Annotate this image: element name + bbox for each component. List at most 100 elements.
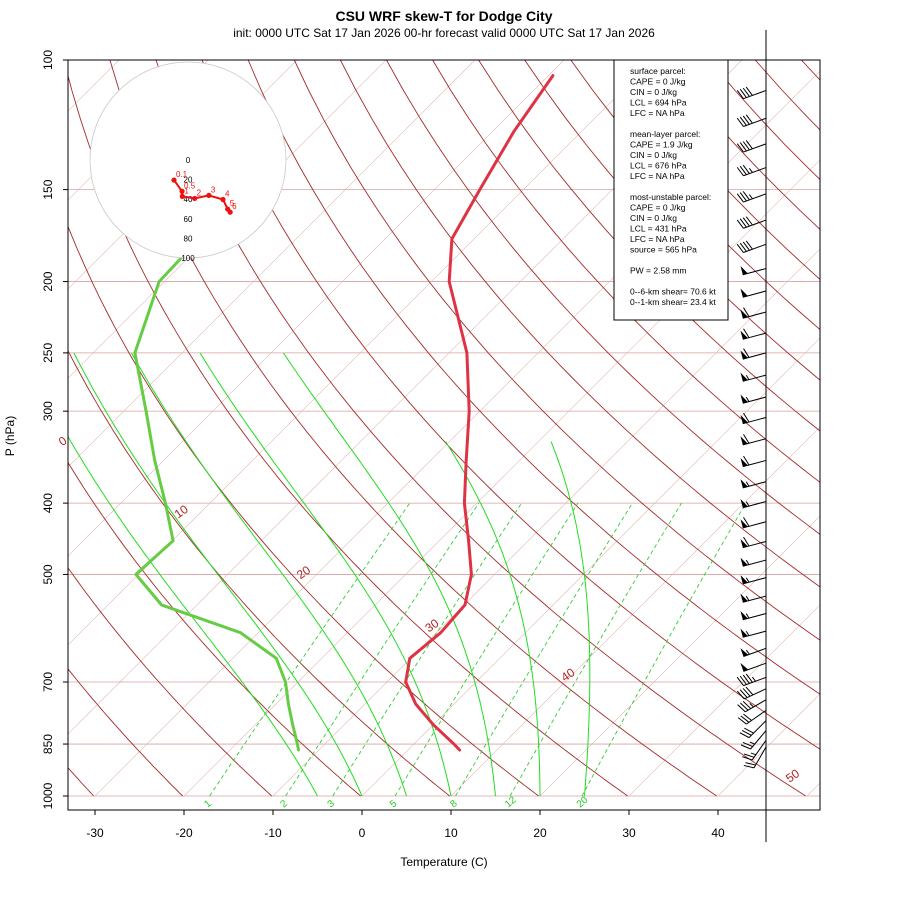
parcel-panel-line: PW = 2.58 mm: [630, 266, 686, 276]
wind-barb-feather: [736, 143, 744, 153]
parcel-panel-line: source = 565 hPa: [630, 245, 697, 255]
mixing-ratio-line: [509, 502, 682, 797]
wind-barb: [740, 328, 767, 340]
wind-barb-feather: [743, 764, 755, 769]
mixing-ratio-label: 8: [448, 798, 460, 810]
hodograph-ring-label: 80: [184, 234, 193, 243]
wind-barb-staff: [742, 459, 767, 468]
wind-barb-flag: [740, 648, 749, 657]
wind-barb-staff: [753, 746, 767, 769]
wind-barb-feather: [742, 87, 750, 97]
parcel-panel-line: LFC = NA hPa: [630, 108, 685, 118]
dry-adiabat-line: [68, 461, 361, 797]
wind-barb-feather: [742, 191, 750, 201]
chart-subtitle: init: 0000 UTC Sat 17 Jan 2026 00-hr for…: [233, 26, 655, 40]
hodograph-ring-label: 20: [184, 176, 193, 185]
chart-title: CSU WRF skew-T for Dodge City: [335, 8, 552, 24]
wind-barb: [740, 455, 767, 468]
dry-adiabat-line: [68, 225, 539, 797]
hodograph-ring-label: 0: [186, 156, 191, 165]
wind-barb-half-feather: [745, 374, 750, 380]
parcel-panel-line: LFC = NA hPa: [630, 171, 685, 181]
parcel-panel-line: 0--6-km shear= 70.6 kt: [630, 287, 716, 297]
isotherm-line: [68, 60, 565, 557]
hodograph-point-label: 1: [184, 186, 189, 195]
hodograph-point: [171, 177, 177, 183]
wind-barb-half-feather: [751, 676, 756, 682]
wind-barb-feather: [736, 90, 744, 99]
wind-barb-flag: [740, 288, 748, 298]
isotherm-line: [450, 426, 820, 797]
wind-barb-flag: [740, 372, 748, 382]
parcel-panel-line: CAPE = 0 J/kg: [630, 77, 686, 87]
wind-barb-half-feather: [745, 481, 750, 487]
wind-barb-flag: [740, 436, 748, 445]
wind-barb-feather: [739, 732, 750, 739]
dry-adiabat-line: [68, 74, 628, 797]
wind-barb: [740, 647, 767, 657]
y-tick-label: 200: [41, 271, 55, 291]
wind-barb: [736, 191, 767, 203]
y-tick-label: 250: [41, 343, 55, 363]
wind-barb: [736, 114, 767, 127]
wind-barb-feather: [745, 762, 756, 766]
isotherm-line: [361, 337, 820, 797]
dry-adiabat-label: 40: [558, 665, 577, 684]
wind-barb: [737, 699, 767, 713]
wind-barb-feather: [739, 675, 747, 685]
wind-barb-half-feather: [745, 649, 750, 655]
wind-barb: [740, 593, 767, 603]
wind-barb-feather: [739, 192, 747, 202]
wind-barb-staff: [744, 688, 767, 700]
wind-barb-half-feather: [745, 577, 750, 583]
wind-barb-flag: [740, 457, 748, 467]
y-tick-label: 1000: [41, 782, 55, 809]
dry-adiabat-line: [708, 60, 820, 181]
wind-barb-feather: [743, 348, 750, 358]
wind-barb: [740, 517, 767, 529]
wind-barb-flag: [740, 394, 748, 404]
isotherm-line: [628, 604, 820, 797]
wind-barb-staff: [742, 521, 767, 529]
wind-barb: [740, 412, 767, 425]
mixing-ratio-line: [394, 502, 579, 797]
wind-barb-half-feather: [749, 741, 755, 745]
profiles: [133, 74, 555, 752]
wind-barb-staff: [743, 143, 767, 153]
dry-adiabat-label: 50: [783, 766, 802, 785]
parcel-panel-line: LCL = 676 hPa: [630, 161, 687, 171]
wind-barb-flag: [740, 330, 748, 340]
dry-adiabat-line: [754, 60, 820, 131]
isotherm-line: [183, 159, 820, 797]
wind-barb: [740, 348, 767, 360]
wind-barb-feather: [739, 142, 747, 152]
wind-barb-staff: [743, 89, 767, 100]
dry-adiabat-line: [293, 60, 820, 641]
wind-barb-staff: [742, 268, 767, 276]
parcel-panel-line: CIN = 0 J/kg: [630, 213, 677, 223]
hodograph-point: [220, 196, 226, 203]
wind-barb-feather: [736, 676, 744, 686]
isotherm-line: [68, 60, 476, 468]
wind-barb-half-feather: [749, 703, 754, 708]
hodograph-point-label: 0.5: [184, 181, 196, 190]
wind-barb-staff: [743, 117, 767, 127]
wind-barb-staff: [748, 720, 767, 738]
wind-barb-staff: [742, 374, 767, 382]
y-tick-label: 500: [41, 564, 55, 584]
isotherm-line: [806, 782, 820, 797]
wind-barb: [740, 499, 767, 509]
dry-adiabat-line: [201, 60, 820, 750]
parcel-panel-box: [613, 59, 729, 321]
wind-barb-half-feather: [748, 194, 753, 200]
wind-barb-staff: [743, 193, 767, 203]
wind-barb-feather: [744, 753, 755, 758]
wind-barb: [736, 686, 767, 700]
wind-barb-feather: [742, 241, 750, 251]
wind-barb: [740, 730, 767, 750]
wind-barb-feather: [745, 216, 753, 226]
wind-barb-feather: [737, 704, 746, 713]
dry-adiabat-line: [68, 668, 184, 797]
parcel-panel-line: CIN = 0 J/kg: [630, 87, 677, 97]
